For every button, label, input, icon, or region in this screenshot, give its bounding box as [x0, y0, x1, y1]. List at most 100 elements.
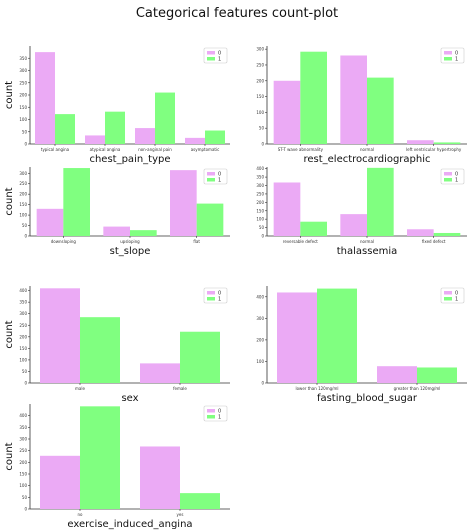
y-tick-label: 250	[19, 448, 27, 453]
legend-swatch-0	[207, 172, 215, 176]
legend-label-1: 1	[455, 296, 458, 302]
subplot-st-slope: 0 50 100 150 200 250 300 downsloping upsloping fl…	[4, 167, 230, 257]
bar-fasting-blood-sugar-1-series-1	[417, 367, 457, 383]
legend	[440, 287, 465, 304]
y-tick-label: 200	[256, 337, 264, 342]
bar-rest-electrocardiographic-2-series-1	[433, 142, 461, 144]
y-tick-label: 200	[19, 93, 27, 98]
x-tick-label: reversable defect	[283, 239, 318, 244]
bar-exercise-induced-angina-1-series-0	[140, 446, 180, 509]
x-tick-label: left ventricular hypertrophy	[406, 147, 462, 152]
bar-rest-electrocardiographic-0-series-1	[300, 51, 327, 144]
x-tick-label: typical angina	[41, 147, 70, 152]
legend-swatch-0	[444, 172, 452, 176]
bar-exercise-induced-angina-0-series-0	[40, 455, 80, 509]
y-tick-label: 0	[24, 142, 27, 147]
y-tick-label: 250	[256, 191, 264, 196]
bar-thalassemia-0-series-1	[300, 221, 327, 236]
y-tick-label: 250	[19, 323, 27, 328]
y-tick-label: 50	[22, 223, 28, 228]
y-tick-label: 250	[19, 181, 27, 186]
y-tick-label: 200	[19, 192, 27, 197]
y-tick-label: 300	[256, 316, 264, 321]
y-tick-label: 0	[261, 234, 264, 239]
bar-exercise-induced-angina-0-series-1	[80, 406, 120, 509]
legend-label-1: 1	[218, 414, 221, 420]
legend-label-0: 0	[218, 408, 221, 414]
x-tick-label: atypical angina	[90, 147, 121, 152]
y-tick-label: 100	[256, 217, 264, 222]
legend-swatch-1	[207, 415, 215, 419]
y-tick-label: 100	[256, 110, 264, 115]
legend-label-0: 0	[455, 50, 458, 56]
bar-rest-electrocardiographic-1-series-0	[340, 55, 367, 144]
bar-chest-pain-type-3-series-0	[185, 137, 205, 144]
bar-rest-electrocardiographic-2-series-0	[407, 140, 434, 144]
legend-label-1: 1	[218, 296, 221, 302]
subplot-exercise-induced-angina: 0 50 100 150 200 250 300 350 400 no yes exercise_in…	[4, 404, 230, 530]
legend-label-0: 0	[455, 290, 458, 296]
legend-swatch-0	[207, 291, 215, 295]
y-tick-label: 150	[256, 94, 264, 99]
legend-swatch-1	[207, 178, 215, 182]
y-tick-label: 400	[256, 166, 264, 171]
x-axis-label: exercise_induced_angina	[67, 519, 192, 530]
y-tick-label: 150	[256, 208, 264, 213]
y-tick-label: 300	[19, 68, 27, 73]
y-tick-label: 300	[19, 171, 27, 176]
y-tick-label: 100	[19, 117, 27, 122]
y-axis-label: count	[4, 187, 15, 215]
x-tick-label: ST-T wave abnormality	[278, 147, 324, 152]
y-axis-label: count	[4, 81, 15, 109]
bar-chest-pain-type-0-series-0	[35, 52, 55, 144]
bar-sex-0-series-0	[40, 288, 80, 383]
y-tick-label: 100	[19, 483, 27, 488]
y-tick-label: 250	[256, 62, 264, 67]
legend-swatch-1	[444, 57, 452, 61]
bar-st-slope-1-series-1	[130, 230, 157, 236]
legend-swatch-0	[444, 51, 452, 55]
y-tick-label: 100	[19, 357, 27, 362]
y-tick-label: 50	[22, 495, 28, 500]
bar-fasting-blood-sugar-0-series-1	[317, 288, 357, 383]
bar-sex-0-series-1	[80, 317, 120, 383]
legend-label-1: 1	[218, 56, 221, 62]
legend	[203, 168, 228, 185]
legend	[203, 405, 228, 422]
y-tick-label: 50	[22, 369, 28, 374]
legend-label-1: 1	[455, 177, 458, 183]
subplot-chest-pain-type: 0 50 100 150 200 250 300 350 typical angina atypi…	[4, 46, 230, 165]
y-tick-label: 150	[19, 202, 27, 207]
y-tick-label: 350	[256, 175, 264, 180]
legend-swatch-1	[444, 178, 452, 182]
x-tick-label: greater than 120mg/ml	[394, 386, 441, 391]
y-tick-label: 250	[19, 80, 27, 85]
x-axis-label: thalassemia	[337, 246, 398, 257]
bar-chest-pain-type-3-series-1	[205, 130, 225, 144]
bar-chest-pain-type-0-series-1	[55, 114, 75, 144]
x-tick-label: normal	[360, 147, 374, 152]
y-tick-label: 400	[19, 288, 27, 293]
subplot-fasting-blood-sugar: 0 100 200 300 400 lower than 120mg/ml greater …	[256, 286, 467, 404]
y-tick-label: 400	[256, 294, 264, 299]
bar-thalassemia-2-series-1	[433, 232, 461, 236]
y-tick-label: 350	[19, 300, 27, 305]
x-axis-label: rest_electrocardiographic	[303, 154, 430, 165]
bar-st-slope-2-series-1	[196, 203, 224, 236]
y-tick-label: 0	[24, 507, 27, 512]
y-tick-label: 400	[19, 413, 27, 418]
legend-label-0: 0	[218, 290, 221, 296]
subplot-sex: 0 50 100 150 200 250 300 350 400 male female sex cou…	[4, 286, 230, 404]
y-tick-label: 150	[19, 346, 27, 351]
bar-rest-electrocardiographic-1-series-1	[367, 77, 394, 144]
y-axis-label: count	[4, 442, 15, 470]
bar-rest-electrocardiographic-0-series-0	[273, 80, 301, 144]
y-axis-label: count	[4, 320, 15, 348]
y-tick-label: 200	[256, 78, 264, 83]
bar-exercise-induced-angina-1-series-1	[180, 493, 220, 509]
y-tick-label: 200	[19, 460, 27, 465]
y-tick-label: 300	[19, 311, 27, 316]
bar-thalassemia-0-series-0	[273, 182, 301, 236]
y-tick-label: 350	[19, 56, 27, 61]
bar-chest-pain-type-1-series-0	[85, 135, 105, 144]
